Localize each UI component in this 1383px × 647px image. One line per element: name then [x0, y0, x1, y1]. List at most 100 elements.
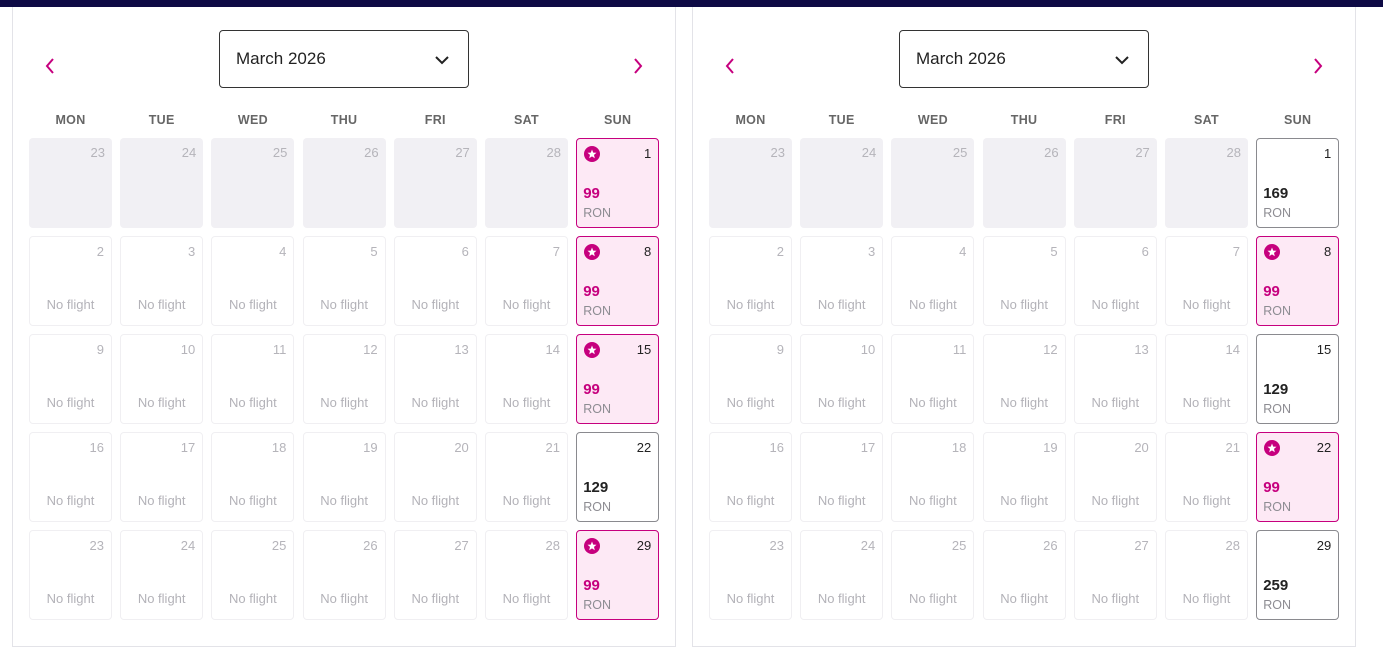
fare-price: 99: [583, 577, 600, 594]
month-select[interactable]: March 2026: [219, 30, 469, 88]
calendar-day-selectable[interactable]: 22 129 RON: [576, 432, 660, 522]
calendar-day-unavailable: 17 No flight: [120, 432, 204, 522]
no-flight-label: No flight: [411, 297, 460, 312]
calendar-day-selectable[interactable]: 1 169 RON: [1256, 138, 1340, 228]
no-flight-label: No flight: [817, 395, 866, 410]
calendar-day-unavailable: 27 No flight: [393, 530, 477, 620]
calendar-day-selectable[interactable]: 29 99 RON: [576, 530, 660, 620]
calendar-day-unavailable: 3 No flight: [800, 236, 884, 326]
day-number: 24: [181, 145, 197, 160]
calendar-day-past: 28: [485, 138, 568, 228]
calendar-day-selectable[interactable]: 29 259 RON: [1256, 530, 1340, 620]
calendar-day-unavailable: 3 No flight: [120, 236, 204, 326]
prev-month-button[interactable]: [721, 53, 739, 79]
chevron-down-icon: [1115, 56, 1129, 65]
calendar-day-unavailable: 17 No flight: [800, 432, 884, 522]
prev-month-button[interactable]: [41, 53, 59, 79]
calendar-day-unavailable: 23 No flight: [709, 530, 792, 620]
no-flight-label: No flight: [817, 493, 866, 508]
day-number: 10: [180, 342, 196, 357]
day-number: 3: [867, 244, 876, 259]
calendar-day-unavailable: 7 No flight: [1165, 236, 1248, 326]
calendar-day-unavailable: 9 No flight: [709, 334, 792, 424]
day-number: 11: [272, 342, 287, 357]
calendar-day-unavailable: 21 No flight: [1165, 432, 1248, 522]
calendar-day-unavailable: 10 No flight: [800, 334, 884, 424]
calendar-day-selectable[interactable]: 1 99 RON: [576, 138, 660, 228]
calendar-day-unavailable: 12 No flight: [302, 334, 386, 424]
calendar-day-unavailable: 6 No flight: [393, 236, 477, 326]
weekday-label: WED: [237, 113, 268, 127]
day-number: 11: [952, 342, 967, 357]
next-month-button[interactable]: [1309, 53, 1327, 79]
weekday-label: WED: [917, 113, 948, 127]
chevron-down-icon: [435, 56, 449, 65]
calendar-day-past: 28: [1165, 138, 1248, 228]
day-number: 27: [454, 538, 469, 553]
calendar-day-unavailable: 13 No flight: [393, 334, 477, 424]
day-number: 25: [271, 538, 287, 553]
day-number: 2: [776, 244, 784, 259]
day-number: 27: [1135, 145, 1150, 160]
no-flight-label: No flight: [1000, 591, 1048, 606]
no-flight-label: No flight: [320, 297, 368, 312]
day-number: 13: [454, 342, 469, 357]
fare-price: 99: [1263, 283, 1280, 300]
fare-currency: RON: [1263, 402, 1291, 416]
calendar-day-unavailable: 20 No flight: [1073, 432, 1157, 522]
calendar-day-selectable[interactable]: 8 99 RON: [1256, 236, 1340, 326]
no-flight-label: No flight: [411, 395, 460, 410]
no-flight-label: No flight: [502, 493, 551, 508]
calendar-day-unavailable: 7 No flight: [485, 236, 568, 326]
no-flight-label: No flight: [726, 395, 775, 410]
month-select-label: March 2026: [916, 49, 1006, 68]
month-select[interactable]: March 2026: [899, 30, 1149, 88]
calendar-day-unavailable: 2 No flight: [709, 236, 792, 326]
fare-price: 99: [1263, 479, 1280, 496]
calendar-day-past: 25: [211, 138, 295, 228]
no-flight-label: No flight: [229, 493, 277, 508]
calendar-day-unavailable: 5 No flight: [302, 236, 386, 326]
fare-price: 99: [583, 381, 600, 398]
no-flight-label: No flight: [1000, 493, 1048, 508]
no-flight-label: No flight: [1182, 395, 1231, 410]
fare-price: 169: [1263, 185, 1289, 202]
calendar-day-unavailable: 28 No flight: [485, 530, 568, 620]
no-flight-label: No flight: [137, 297, 186, 312]
no-flight-label: No flight: [909, 591, 957, 606]
calendar-day-selectable[interactable]: 22 99 RON: [1256, 432, 1340, 522]
calendar-day-selectable[interactable]: 8 99 RON: [576, 236, 660, 326]
calendar-day-past: 23: [29, 138, 112, 228]
day-number: 7: [1232, 244, 1240, 259]
calendar-day-unavailable: 2 No flight: [29, 236, 112, 326]
fare-currency: RON: [583, 206, 611, 220]
no-flight-label: No flight: [817, 297, 866, 312]
calendar-day-selectable[interactable]: 15 99 RON: [576, 334, 660, 424]
no-flight-label: No flight: [502, 297, 551, 312]
fare-currency: RON: [583, 500, 611, 514]
day-number: 25: [952, 145, 968, 160]
star-badge-icon: [584, 146, 601, 162]
no-flight-label: No flight: [229, 297, 277, 312]
day-number: 8: [643, 244, 652, 259]
calendar-day-unavailable: 16 No flight: [29, 432, 112, 522]
day-number: 2: [96, 244, 104, 259]
calendar-day-unavailable: 14 No flight: [1165, 334, 1248, 424]
calendar-day-unavailable: 11 No flight: [891, 334, 975, 424]
weekday-label: SAT: [1194, 113, 1219, 127]
calendar-day-selectable[interactable]: 15 129 RON: [1256, 334, 1340, 424]
day-number: 12: [1043, 342, 1058, 357]
calendar-day-unavailable: 25 No flight: [211, 530, 295, 620]
weekday-label: FRI: [1104, 113, 1126, 127]
next-month-button[interactable]: [629, 53, 647, 79]
weekday-label: FRI: [424, 113, 446, 127]
no-flight-label: No flight: [1182, 297, 1231, 312]
fare-currency: RON: [583, 304, 611, 318]
day-number: 19: [363, 440, 378, 455]
no-flight-label: No flight: [909, 297, 957, 312]
no-flight-label: No flight: [1182, 493, 1231, 508]
no-flight-label: No flight: [229, 591, 277, 606]
day-number: 25: [272, 145, 288, 160]
day-number: 3: [187, 244, 196, 259]
weekday-label: THU: [1010, 113, 1038, 127]
